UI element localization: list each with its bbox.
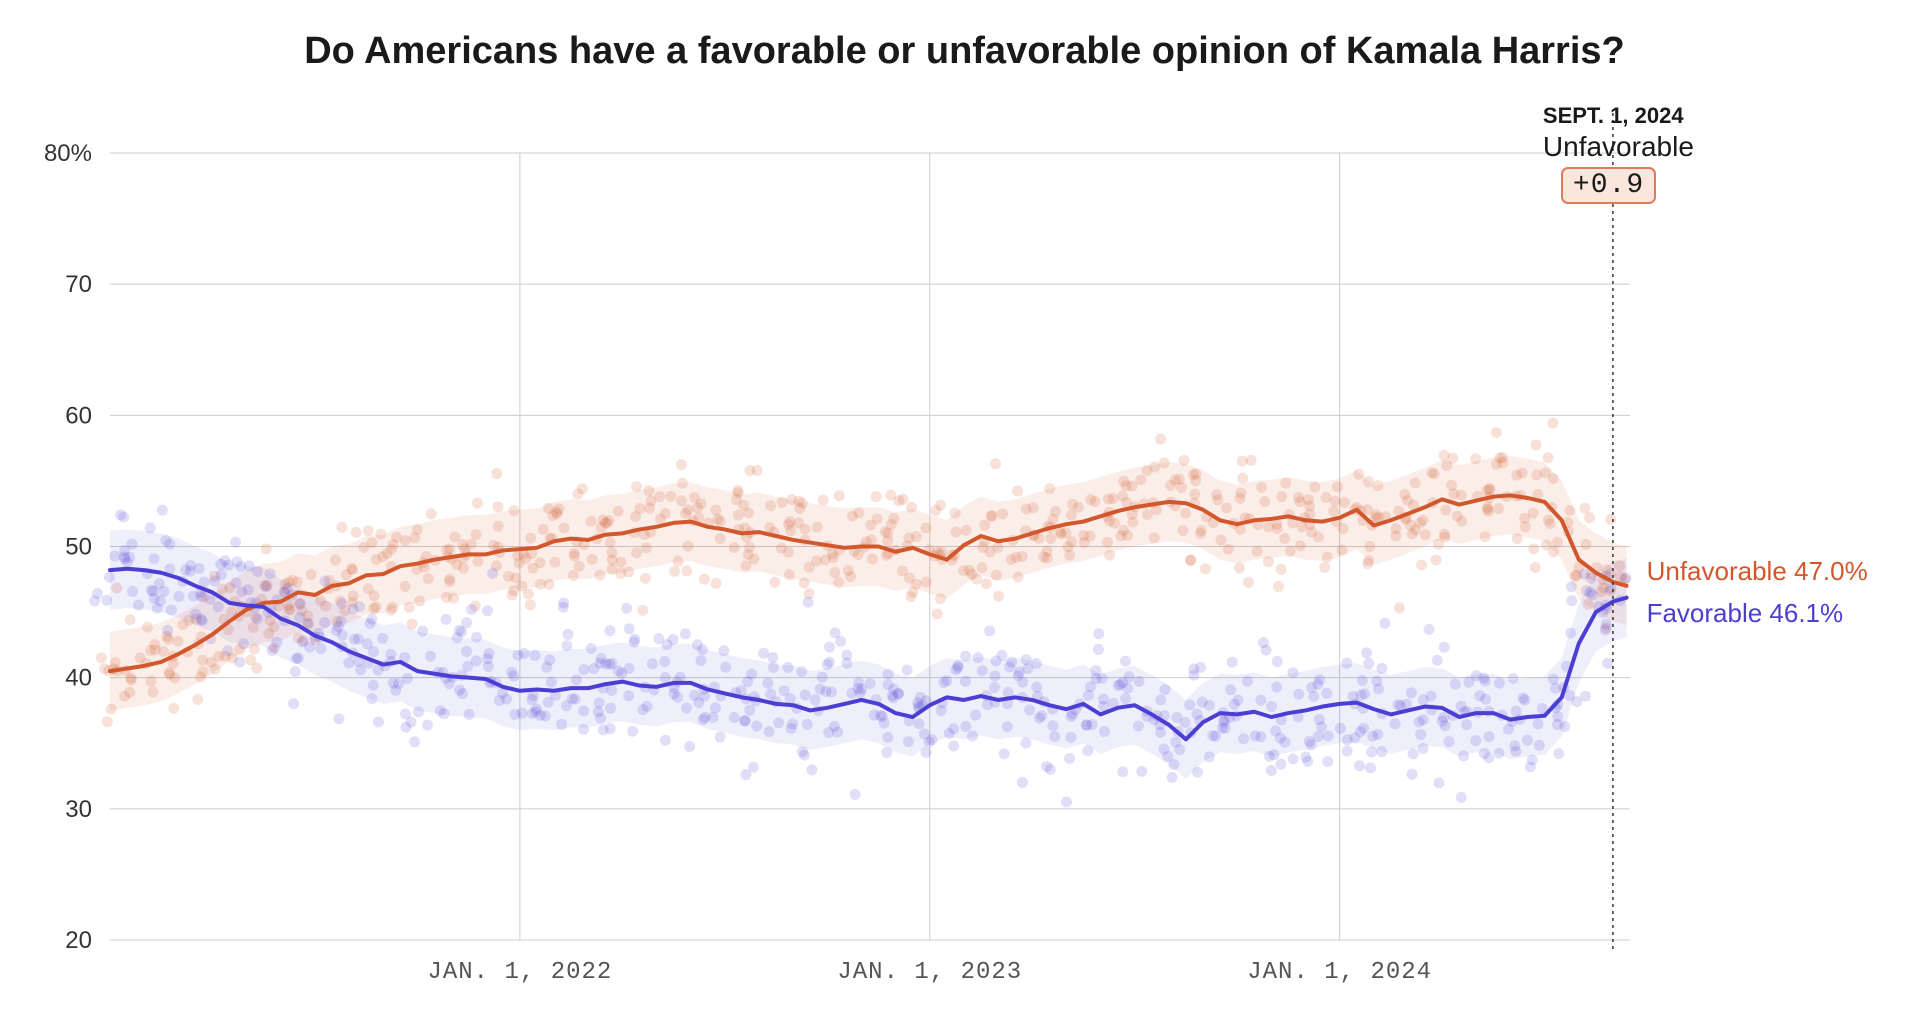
svg-text:20: 20 [65,927,92,954]
callout-date-label: SEPT. 1, 2024 [1543,103,1684,129]
callout-diff-badge: +0.9 [1561,167,1656,204]
svg-text:40: 40 [65,665,92,692]
svg-text:70: 70 [65,271,92,298]
svg-text:50: 50 [65,534,92,561]
series-end-label-unfavorable: Unfavorable 47.0% [1647,556,1868,587]
svg-text:JAN. 1, 2024: JAN. 1, 2024 [1247,959,1432,986]
svg-text:30: 30 [65,796,92,823]
svg-text:JAN. 1, 2022: JAN. 1, 2022 [427,959,612,986]
series-end-label-favorable: Favorable 46.1% [1647,598,1844,629]
svg-text:60: 60 [65,402,92,429]
svg-text:80%: 80% [44,140,92,167]
callout-heading: Unfavorable [1543,131,1694,163]
chart-container: { "chart": { "type": "line", "title": "D… [0,0,1929,1019]
svg-text:JAN. 1, 2023: JAN. 1, 2023 [837,959,1022,986]
